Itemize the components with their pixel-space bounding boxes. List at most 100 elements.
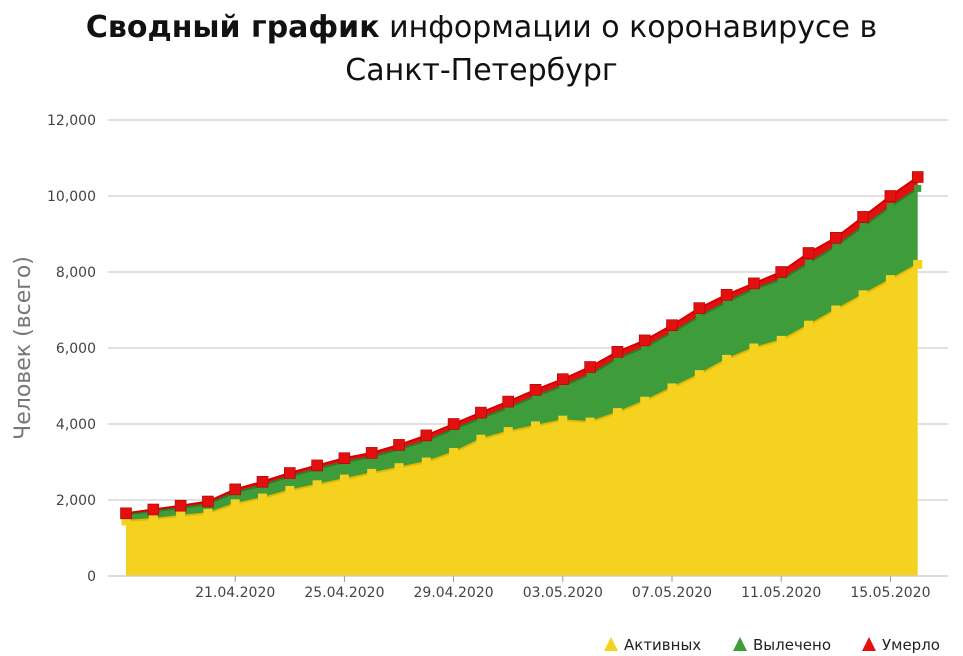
x-tick-label: 25.04.2020: [304, 585, 384, 601]
point-umerlo[interactable]: [502, 395, 515, 408]
point-umerlo[interactable]: [775, 266, 788, 278]
point-aktivnyh[interactable]: [776, 335, 786, 345]
point-aktivnyh[interactable]: [858, 290, 868, 300]
point-aktivnyh[interactable]: [203, 508, 213, 518]
legend-label: Вылечено: [753, 636, 831, 654]
point-vylecheno[interactable]: [668, 329, 676, 337]
point-aktivnyh[interactable]: [148, 514, 158, 524]
point-umerlo[interactable]: [802, 247, 815, 259]
series-markers: [120, 171, 924, 526]
chart-title-bold: Сводный график: [85, 10, 380, 45]
point-umerlo[interactable]: [174, 499, 187, 512]
point-umerlo[interactable]: [202, 495, 214, 508]
point-vylecheno[interactable]: [532, 392, 539, 400]
x-tick-label: 03.05.2020: [523, 585, 603, 601]
area-aktivnyh: [126, 264, 918, 576]
point-aktivnyh[interactable]: [585, 417, 595, 427]
point-vylecheno[interactable]: [695, 312, 703, 320]
x-axis-ticks: 21.04.2020 25.04.2020 29.04.2020 03.05.2020…: [108, 575, 948, 601]
point-aktivnyh[interactable]: [285, 486, 295, 495]
point-vylecheno[interactable]: [859, 222, 867, 230]
point-aktivnyh[interactable]: [121, 516, 131, 526]
point-vylecheno[interactable]: [613, 355, 621, 363]
point-umerlo[interactable]: [120, 507, 132, 520]
point-aktivnyh[interactable]: [339, 474, 349, 484]
point-aktivnyh[interactable]: [503, 427, 513, 437]
point-umerlo[interactable]: [311, 459, 323, 472]
point-umerlo[interactable]: [420, 429, 433, 442]
y-axis-ticks: 0 2,000 4,000 6,000 8,000 10,000 12,000: [47, 113, 96, 585]
point-aktivnyh[interactable]: [558, 415, 568, 425]
point-aktivnyh[interactable]: [449, 448, 459, 457]
point-aktivnyh[interactable]: [667, 383, 677, 393]
legend-item[interactable]: Умерло: [862, 636, 940, 654]
point-umerlo[interactable]: [611, 345, 624, 358]
point-vylecheno[interactable]: [723, 298, 731, 306]
point-aktivnyh[interactable]: [312, 480, 322, 490]
point-aktivnyh[interactable]: [258, 493, 267, 503]
point-aktivnyh[interactable]: [476, 434, 486, 444]
point-aktivnyh[interactable]: [804, 320, 813, 330]
point-umerlo[interactable]: [556, 373, 569, 385]
point-aktivnyh[interactable]: [722, 354, 732, 364]
point-vylecheno[interactable]: [504, 404, 512, 412]
point-aktivnyh[interactable]: [885, 275, 895, 285]
point-umerlo[interactable]: [584, 361, 596, 373]
y-tick-label: 2,000: [56, 493, 96, 509]
point-umerlo[interactable]: [638, 334, 651, 347]
point-umerlo[interactable]: [365, 447, 378, 459]
point-aktivnyh[interactable]: [367, 468, 377, 478]
point-aktivnyh[interactable]: [749, 343, 759, 353]
point-umerlo[interactable]: [748, 277, 760, 290]
y-tick-label: 6,000: [56, 341, 96, 357]
point-umerlo[interactable]: [829, 232, 842, 244]
point-aktivnyh[interactable]: [421, 457, 431, 467]
point-umerlo[interactable]: [229, 483, 241, 496]
legend-item[interactable]: Активных: [604, 636, 701, 654]
point-aktivnyh[interactable]: [913, 259, 923, 269]
point-aktivnyh[interactable]: [394, 463, 404, 473]
point-umerlo[interactable]: [475, 406, 487, 419]
series-areas: [125, 176, 919, 576]
point-aktivnyh[interactable]: [612, 408, 622, 418]
point-vylecheno[interactable]: [777, 276, 785, 284]
point-aktivnyh[interactable]: [230, 499, 240, 509]
legend-item[interactable]: Вылечено: [733, 636, 831, 654]
point-umerlo[interactable]: [911, 171, 924, 183]
point-umerlo[interactable]: [338, 452, 351, 465]
point-umerlo[interactable]: [666, 319, 678, 332]
point-umerlo[interactable]: [283, 467, 296, 479]
point-umerlo[interactable]: [447, 418, 460, 430]
point-umerlo[interactable]: [393, 439, 405, 451]
point-umerlo[interactable]: [720, 288, 733, 301]
x-tick-label: 21.04.2020: [195, 585, 275, 601]
point-aktivnyh[interactable]: [176, 511, 186, 521]
point-umerlo[interactable]: [529, 383, 542, 396]
point-vylecheno[interactable]: [805, 259, 812, 267]
point-vylecheno[interactable]: [559, 382, 567, 390]
point-vylecheno[interactable]: [832, 242, 840, 250]
point-aktivnyh[interactable]: [640, 396, 650, 406]
point-umerlo[interactable]: [147, 503, 160, 516]
x-tick-label: 15.05.2020: [850, 585, 930, 601]
y-tick-label: 4,000: [56, 417, 96, 433]
legend-triangle-icon: [604, 637, 618, 651]
y-tick-label: 0: [87, 569, 96, 585]
point-umerlo[interactable]: [256, 475, 269, 488]
y-tick-label: 10,000: [47, 189, 96, 205]
point-vylecheno[interactable]: [914, 184, 922, 192]
point-vylecheno[interactable]: [641, 343, 649, 351]
point-umerlo[interactable]: [857, 211, 869, 223]
point-umerlo[interactable]: [884, 190, 897, 202]
y-axis-label: Человек (всего): [11, 256, 36, 440]
y-tick-label: 8,000: [56, 265, 96, 281]
legend: Активных Вылечено Умерло: [604, 636, 940, 654]
point-aktivnyh[interactable]: [831, 305, 841, 315]
x-tick-label: 07.05.2020: [632, 585, 712, 601]
point-vylecheno[interactable]: [586, 371, 594, 379]
point-vylecheno[interactable]: [886, 203, 894, 211]
point-aktivnyh[interactable]: [694, 370, 704, 380]
point-umerlo[interactable]: [693, 302, 706, 314]
point-aktivnyh[interactable]: [531, 421, 540, 431]
